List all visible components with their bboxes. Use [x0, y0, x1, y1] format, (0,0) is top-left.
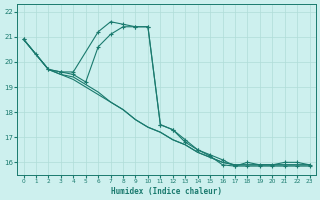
X-axis label: Humidex (Indice chaleur): Humidex (Indice chaleur) [111, 187, 222, 196]
